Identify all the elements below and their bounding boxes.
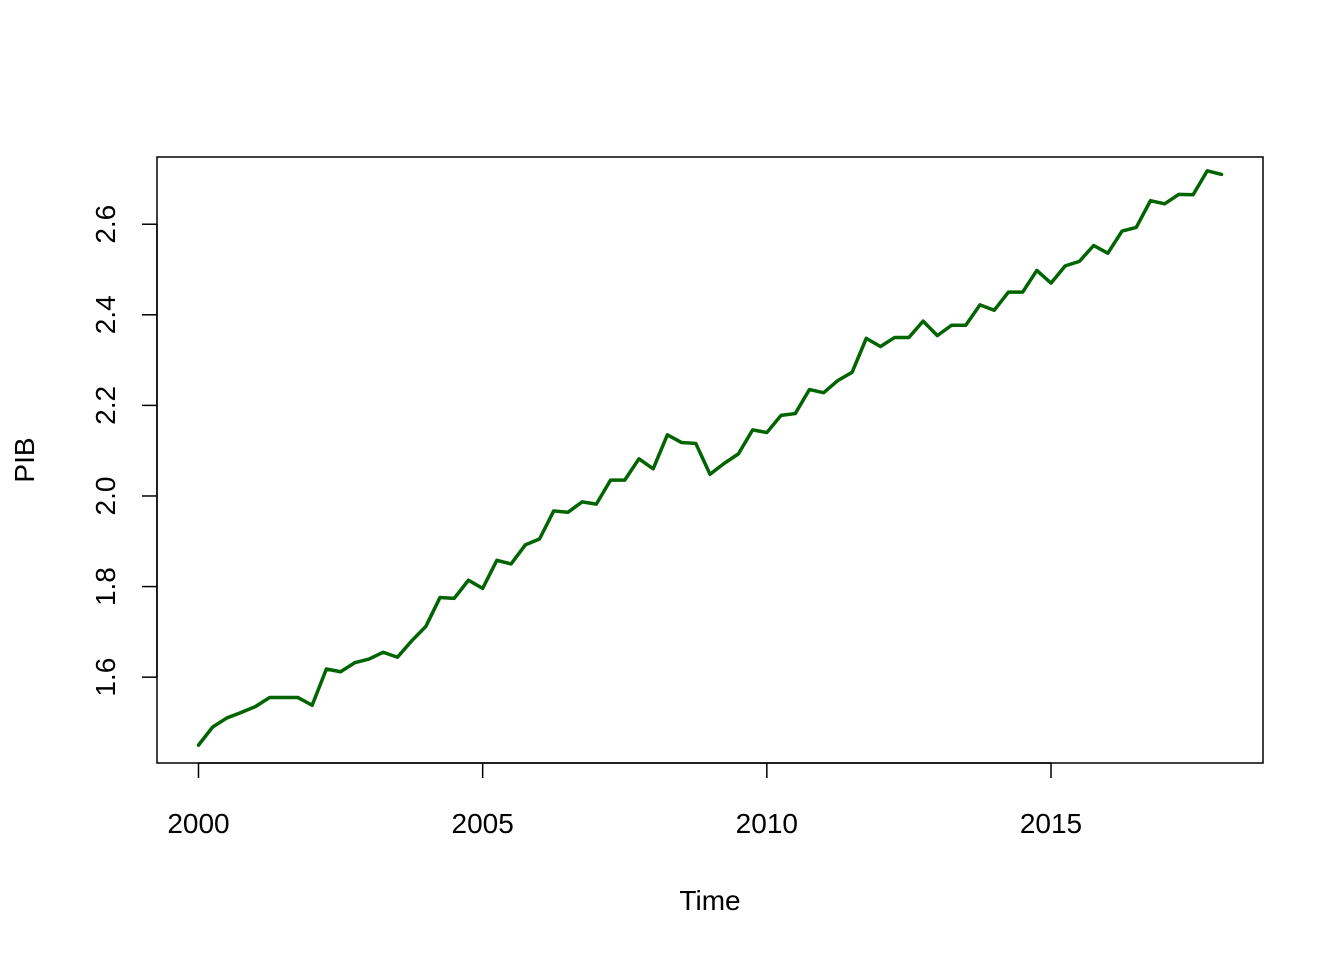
x-axis: 2000 2005 2010 2015	[167, 762, 1082, 839]
x-tick-label: 2010	[736, 808, 798, 839]
y-axis: 1.6 1.8 2.0 2.2 2.4 2.6	[90, 205, 158, 697]
y-tick-label: 2.6	[90, 205, 121, 244]
y-tick-label: 2.4	[90, 295, 121, 334]
y-tick-label: 2.0	[90, 477, 121, 516]
x-tick-label: 2005	[452, 808, 514, 839]
y-tick-label: 1.8	[90, 567, 121, 606]
y-tick-label: 2.2	[90, 386, 121, 425]
y-axis-title: PIB	[9, 437, 40, 482]
x-axis-title: Time	[679, 885, 740, 916]
y-tick-label: 1.6	[90, 658, 121, 697]
x-tick-label: 2000	[167, 808, 229, 839]
x-tick-label: 2015	[1020, 808, 1082, 839]
series-line	[196, 169, 1224, 747]
